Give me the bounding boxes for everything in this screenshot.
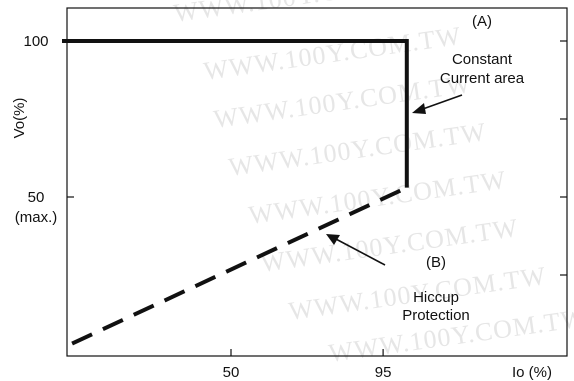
annotation-a-line2: Current area: [440, 70, 525, 87]
y-tick-sublabel: (max.): [15, 209, 58, 226]
annotation-a-line1: Constant: [452, 51, 513, 68]
y-tick-label: 100: [23, 33, 48, 50]
annotation-b-line1: Hiccup: [413, 289, 459, 306]
y-axis-label: Vo(%): [11, 98, 28, 139]
series-line-constant-current: [62, 39, 409, 188]
y-axis-ticks: 100 50 (max.): [15, 33, 74, 226]
x-axis-label: Io (%): [512, 364, 552, 381]
x-axis-ticks: 50 95: [223, 349, 392, 381]
right-axis-ticks: [560, 40, 567, 276]
y-tick-label: 50: [28, 189, 45, 206]
watermark-text: WWW.100Y.COM.TW: [172, 0, 433, 28]
annotation-a-marker: (A): [472, 13, 492, 30]
annotation-arrow-b: [326, 234, 386, 266]
watermark-layer: WWW.100Y.COM.TWWWW.100Y.COM.TWWWW.100Y.C…: [172, 0, 574, 368]
annotation-arrow-a: [412, 94, 463, 114]
annotation-b-line2: Protection: [402, 307, 470, 324]
series-layer: [62, 39, 409, 346]
series-line-hiccup: [71, 185, 408, 346]
x-tick-label: 95: [375, 364, 392, 381]
annotation-b-marker: (B): [426, 254, 446, 271]
plot-frame: [66, 7, 568, 357]
x-tick-label: 50: [223, 364, 240, 381]
